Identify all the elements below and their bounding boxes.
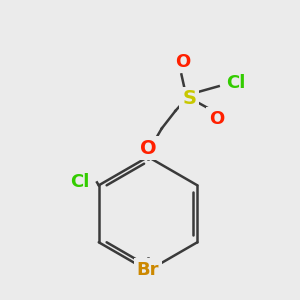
Text: Cl: Cl: [70, 173, 89, 191]
Text: Br: Br: [137, 261, 159, 279]
Text: S: S: [182, 89, 196, 109]
Text: O: O: [140, 139, 156, 158]
Text: O: O: [175, 53, 190, 71]
Text: Cl: Cl: [226, 74, 246, 92]
Text: O: O: [209, 110, 224, 128]
